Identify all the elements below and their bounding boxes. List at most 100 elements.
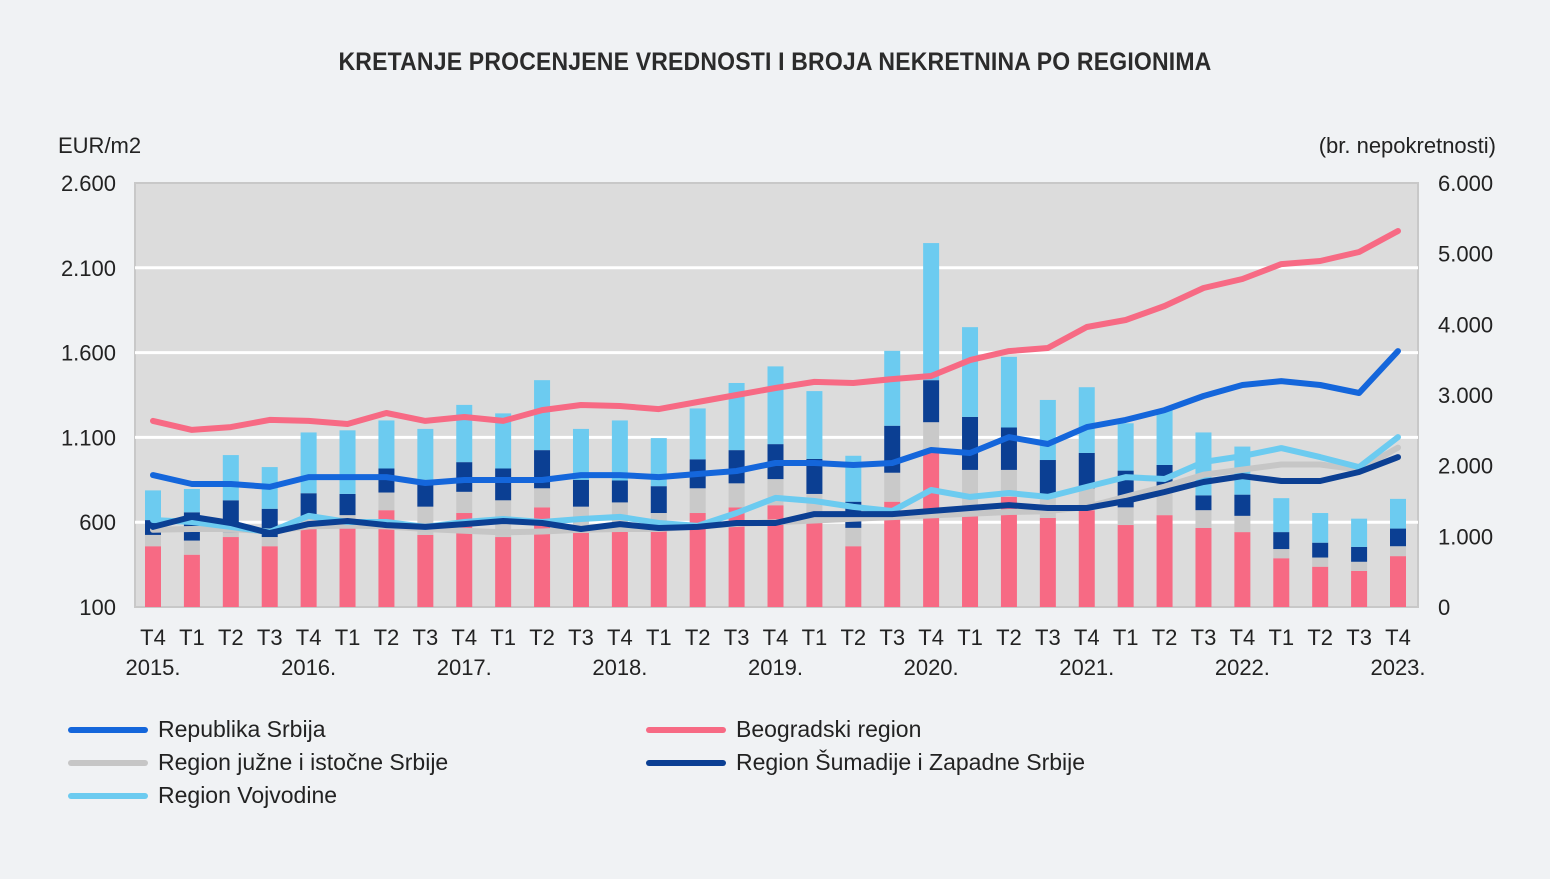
bar-segment-3	[1117, 423, 1134, 471]
bar-segment-0	[1390, 556, 1406, 607]
bar-segment-2	[572, 479, 589, 507]
bar-segment-2	[650, 486, 667, 514]
bar-segment-3	[183, 488, 200, 513]
bar-segment-0	[1234, 532, 1251, 607]
chart-title: KRETANJE PROCENJENE VREDNOSTI I BROJA NE…	[338, 48, 1212, 76]
left-axis-tick-label: 100	[79, 595, 116, 620]
bar-segment-3	[923, 243, 940, 381]
bar-segment-0	[845, 546, 862, 607]
bar-segment-1	[222, 532, 239, 538]
bar-segment-0	[962, 515, 979, 607]
bar-segment-0	[923, 452, 940, 607]
right-axis-tick-label: 4.000	[1438, 312, 1493, 337]
x-year-label: 2021.	[1059, 655, 1114, 680]
bar-segment-1	[145, 534, 161, 547]
bar-segment-3	[1312, 513, 1329, 543]
x-tick-label: T1	[490, 625, 516, 650]
bar-segment-1	[378, 492, 395, 511]
bar-segment-1	[1000, 469, 1017, 497]
x-tick-label: T3	[724, 625, 750, 650]
bar-segment-2	[611, 480, 628, 503]
bar-segment-0	[1273, 558, 1290, 607]
bar-segment-2	[1390, 528, 1406, 547]
bar-segment-2	[923, 380, 940, 423]
bar-segment-3	[495, 413, 512, 469]
bar-segment-1	[534, 488, 551, 508]
legend-swatch	[646, 726, 726, 733]
bar-segment-3	[728, 382, 745, 451]
bar-segment-1	[923, 422, 940, 453]
bar-segment-2	[417, 479, 434, 507]
bar-segment-0	[378, 510, 395, 607]
bar-segment-3	[1078, 387, 1095, 453]
x-tick-label: T2	[218, 625, 244, 650]
line-series-0	[150, 348, 1401, 490]
bar-segment-2	[300, 493, 317, 517]
bar-segment-0	[261, 546, 278, 607]
bar-segment-1	[1195, 510, 1212, 528]
bar-segment-3	[222, 455, 239, 501]
bar-segment-0	[300, 527, 317, 607]
bar-segment-3	[534, 380, 551, 451]
bar-segment-3	[339, 430, 356, 494]
bar-segment-2	[1234, 494, 1251, 516]
legend-swatch	[68, 759, 148, 766]
bar-segment-2	[456, 462, 473, 492]
bar-segment-0	[183, 554, 200, 607]
right-axis-tick-label: 5.000	[1438, 242, 1493, 267]
bar-segment-0	[1195, 527, 1212, 607]
x-tick-label: T3	[1191, 625, 1217, 650]
bar-segment-3	[1390, 498, 1406, 529]
bar-segment-1	[1351, 561, 1368, 571]
bar-segment-0	[611, 527, 628, 607]
legend-label: Region Vojvodine	[158, 782, 338, 808]
bar-segment-1	[1117, 507, 1134, 526]
legend-item-republika-srbija: Republika Srbija	[68, 716, 325, 743]
left-axis-tick-label: 1.600	[61, 341, 116, 366]
bar-segment-3	[300, 432, 317, 494]
bar-segment-3	[1000, 356, 1017, 428]
bar-segment-1	[183, 540, 200, 555]
x-tick-label: T4	[1230, 625, 1256, 650]
bar-segment-0	[222, 537, 239, 607]
bar-segment-3	[1351, 518, 1368, 547]
bar-segment-3	[689, 408, 706, 460]
bar-segment-3	[1273, 498, 1290, 533]
bar-segment-1	[261, 537, 278, 547]
x-tick-label: T1	[335, 625, 361, 650]
bar-segment-2	[1273, 532, 1290, 550]
x-year-label: 2018.	[592, 655, 647, 680]
x-tick-label: T1	[646, 625, 672, 650]
legend-item-region-vojvodine: Region Vojvodine	[68, 782, 337, 809]
bar-segment-1	[845, 527, 862, 547]
right-axis-tick-label: 2.000	[1438, 454, 1493, 479]
left-axis-tick-label: 2.100	[61, 256, 116, 281]
bar-segment-0	[884, 501, 901, 607]
bar-segment-3	[572, 428, 589, 480]
bar-segment-2	[339, 493, 356, 516]
legend-swatch	[646, 759, 726, 766]
x-year-label: 2022.	[1215, 655, 1270, 680]
bar-segment-0	[1039, 517, 1056, 607]
x-year-label: 2015.	[125, 655, 180, 680]
bar-segment-0	[1117, 525, 1134, 607]
bar-segment-3	[417, 428, 434, 480]
x-year-label: 2023.	[1370, 655, 1425, 680]
bar-segment-3	[884, 350, 901, 426]
right-axis-tick-label: 1.000	[1438, 524, 1493, 549]
right-axis-tick-label: 0	[1438, 595, 1450, 620]
bar-segment-3	[1039, 399, 1056, 461]
bar-segment-0	[456, 513, 473, 607]
bar-segment-1	[1390, 546, 1406, 557]
x-tick-label: T2	[1152, 625, 1178, 650]
legend-item-beogradski-region: Beogradski region	[646, 716, 921, 743]
bar-segment-2	[1195, 495, 1212, 511]
legend-item-region-juzne: Region južne i istočne Srbije	[68, 749, 448, 776]
x-tick-label: T4	[763, 625, 789, 650]
left-axis-tick-label: 1.100	[61, 425, 116, 450]
x-tick-label: T1	[179, 625, 205, 650]
bar-segment-0	[650, 529, 667, 607]
x-tick-label: T3	[257, 625, 283, 650]
bar-segment-0	[1351, 570, 1368, 607]
legend-label: Republika Srbija	[158, 716, 326, 742]
